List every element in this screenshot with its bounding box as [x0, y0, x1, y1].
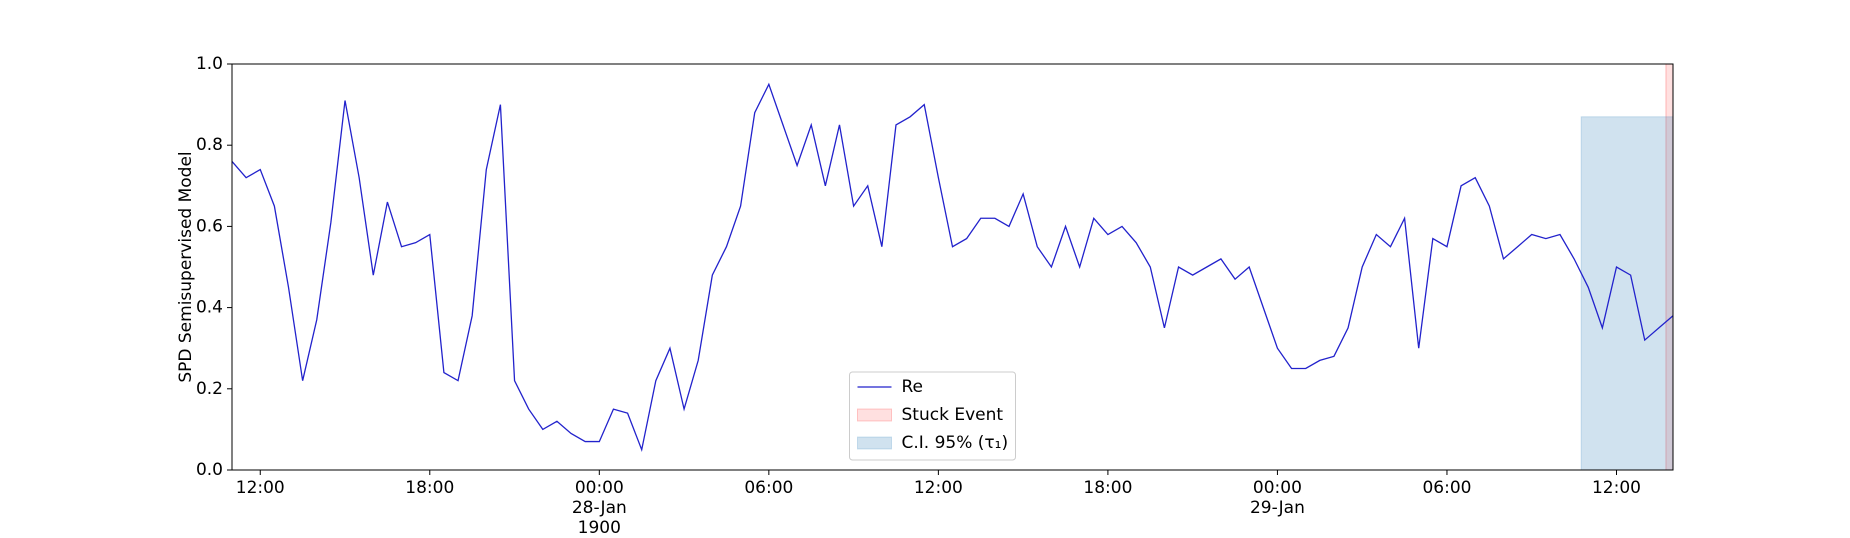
y-tick-label: 0.2	[196, 379, 223, 399]
y-tick-label: 0.6	[196, 216, 223, 236]
legend-patch	[857, 408, 892, 422]
x-tick-label: 12:00	[235, 478, 285, 498]
x-tick-label: 12:00	[1591, 478, 1641, 498]
chart: SPD Semisupervised Model 0.0 0.2 0.4 0.6 0.8…	[176, 54, 1674, 480]
y-axis-label: SPD Semisupervised Model	[176, 151, 196, 382]
y-tick-label: 1.0	[196, 54, 223, 74]
x-tick-label: 00:00 28-Jan 1900	[571, 478, 627, 538]
y-tick-label: 0.0	[196, 460, 223, 480]
legend-label: Re	[902, 377, 924, 397]
y-tick-label: 0.4	[196, 298, 223, 318]
x-tick-label: 18:00	[405, 478, 455, 498]
page: {"chart_data": {"type": "line", "y_label…	[176, 54, 1674, 538]
x-tick-label: 06:00	[744, 478, 794, 498]
shaded-region	[1580, 116, 1674, 471]
x-tick-label: 18:00	[1083, 478, 1133, 498]
y-tick-label: 0.8	[196, 135, 223, 155]
legend-box	[849, 371, 1016, 461]
x-tick-label: 06:00	[1422, 478, 1472, 498]
legend-patch	[857, 436, 892, 450]
legend-label: C.I. 95% (τ₁)	[902, 433, 1009, 453]
legend-label: Stuck Event	[902, 405, 1004, 425]
x-tick-label: 12:00	[913, 478, 963, 498]
data-line	[231, 82, 1674, 453]
x-tick-label: 00:00 29-Jan	[1249, 478, 1305, 518]
plot-frame	[231, 63, 1674, 471]
